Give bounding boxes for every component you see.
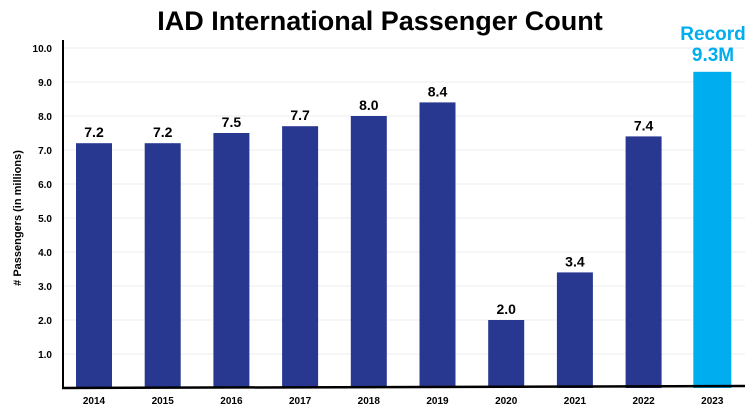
y-tick-label: 10.0 <box>33 44 53 55</box>
y-tick-label: 2.0 <box>38 316 52 327</box>
y-tick-label: 4.0 <box>38 248 52 259</box>
x-tick-label: 2021 <box>564 396 587 407</box>
data-label: 7.7 <box>290 107 310 123</box>
bar-2016 <box>213 133 250 388</box>
x-axis-line <box>61 384 746 390</box>
data-label: 8.0 <box>359 97 379 113</box>
bar-2020 <box>488 320 525 388</box>
x-tick-label: 2023 <box>701 396 724 407</box>
x-tick-label: 2022 <box>632 396 655 407</box>
x-tick-label: 2014 <box>83 396 106 407</box>
y-tick-label: 8.0 <box>38 112 52 123</box>
bar-2023 <box>693 71 732 389</box>
y-axis-label: # Passengers (in millions) <box>12 150 24 286</box>
bar-2017 <box>282 126 319 388</box>
x-tick-label: 2017 <box>289 396 312 407</box>
y-tick-label: 1.0 <box>38 350 52 361</box>
data-label: 3.4 <box>565 253 585 269</box>
highlight-label-line2: 9.3M <box>692 45 734 66</box>
x-tick-label: 2015 <box>152 396 175 407</box>
y-tick-label: 6.0 <box>38 180 52 191</box>
bar-2018 <box>350 116 387 388</box>
y-tick-label: 3.0 <box>38 282 52 293</box>
bar-2019 <box>419 102 456 389</box>
data-label: 8.4 <box>428 83 448 99</box>
bar-2021 <box>556 272 593 388</box>
bar-2022 <box>625 136 662 388</box>
data-label: 7.2 <box>84 124 104 140</box>
bar-2015 <box>144 143 181 388</box>
y-tick-label: 7.0 <box>38 146 52 157</box>
bar-2014 <box>76 143 112 388</box>
data-label: 2.0 <box>496 301 516 317</box>
data-label: 7.2 <box>153 124 173 140</box>
y-tick-label: 5.0 <box>38 214 52 225</box>
data-label: 7.4 <box>634 117 654 133</box>
x-tick-label: 2019 <box>426 396 449 407</box>
highlight-label-line1: Record <box>680 24 745 45</box>
x-tick-label: 2020 <box>495 396 518 407</box>
x-tick-label: 2016 <box>220 396 243 407</box>
data-label: 7.5 <box>222 114 242 130</box>
chart-title: IAD International Passenger Count <box>157 6 603 36</box>
y-tick-label: 9.0 <box>38 78 52 89</box>
x-tick-label: 2018 <box>358 396 381 407</box>
